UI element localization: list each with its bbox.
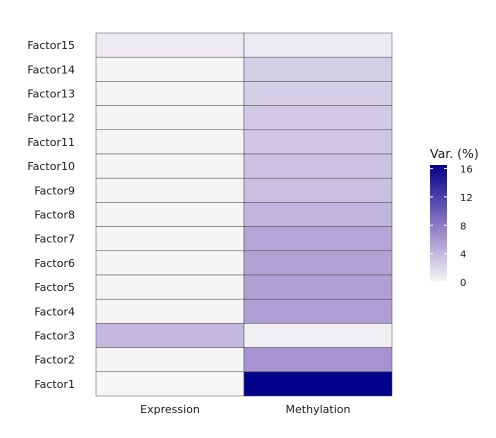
heatmap-cell-factor5-expression [95, 274, 245, 300]
legend-title: Var. (%) [430, 146, 479, 161]
legend-colorbar [430, 165, 447, 282]
heatmap-cell-factor13-expression [95, 81, 245, 106]
legend-tick-label: 4 [460, 250, 466, 261]
legend-tick-label: 8 [460, 221, 466, 232]
y-tick-label: Factor14 [27, 63, 75, 76]
heatmap-cell-factor11-expression [95, 129, 245, 155]
y-tick-label: Factor5 [34, 281, 75, 294]
heatmap-cell-factor4-methylation [243, 298, 393, 324]
heatmap-cell-factor3-expression [95, 323, 245, 348]
heatmap-cell-factor6-methylation [243, 250, 393, 276]
heatmap-cell-factor8-expression [95, 202, 245, 227]
heatmap-cell-factor2-expression [95, 347, 245, 373]
heatmap-cell-factor4-expression [95, 298, 245, 324]
heatmap-cell-factor7-expression [95, 226, 245, 252]
heatmap-cell-factor14-expression [95, 56, 245, 82]
heatmap-cell-factor14-methylation [243, 56, 393, 82]
legend-tick-label: 0 [460, 278, 466, 289]
heatmap-cells [95, 32, 393, 397]
heatmap-cell-factor10-methylation [243, 153, 393, 179]
heatmap-cell-factor2-methylation [243, 347, 393, 373]
y-tick-label: Factor9 [34, 184, 75, 197]
y-tick-label: Factor15 [27, 39, 75, 52]
y-tick-label: Factor1 [34, 378, 75, 391]
heatmap-cell-factor11-methylation [243, 129, 393, 155]
y-tick-label: Factor13 [27, 88, 75, 101]
y-tick-label: Factor12 [27, 112, 75, 125]
y-tick-label: Factor4 [34, 305, 75, 318]
x-tick-label: Expression [140, 403, 200, 416]
legend-tick-label: 16 [460, 165, 473, 176]
x-axis-labels: Expression Methylation [140, 403, 350, 416]
heatmap-cell-factor9-expression [95, 177, 245, 203]
heatmap-cell-factor1-methylation [243, 371, 393, 397]
heatmap-cell-factor12-expression [95, 105, 245, 131]
y-tick-label: Factor2 [34, 354, 75, 367]
heatmap-cell-factor8-methylation [243, 202, 393, 227]
heatmap-cell-factor15-methylation [243, 32, 393, 58]
y-tick-label: Factor11 [27, 136, 75, 149]
x-tick-label: Methylation [286, 403, 351, 416]
heatmap-cell-factor7-methylation [243, 226, 393, 252]
y-tick-label: Factor3 [34, 330, 75, 343]
heatmap-cell-factor9-methylation [243, 177, 393, 203]
y-tick-label: Factor10 [27, 160, 75, 173]
heatmap-cell-factor3-methylation [243, 323, 393, 348]
heatmap-cell-factor6-expression [95, 250, 245, 276]
heatmap-cell-factor1-expression [95, 371, 245, 397]
heatmap-cell-factor13-methylation [243, 81, 393, 106]
heatmap-cell-factor15-expression [95, 32, 245, 58]
legend-tick-label: 12 [460, 193, 473, 204]
heatmap-cell-factor10-expression [95, 153, 245, 179]
y-axis-labels: Factor15 Factor14 Factor13 Factor12 Factor11… [27, 39, 75, 391]
y-tick-label: Factor8 [34, 209, 75, 222]
y-tick-label: Factor7 [34, 233, 75, 246]
legend-ticks: 16 12 8 4 0 [430, 165, 473, 289]
color-legend: Var. (%) 16 12 8 4 0 [430, 146, 479, 289]
heatmap-cell-factor12-methylation [243, 105, 393, 131]
y-tick-label: Factor6 [34, 257, 75, 270]
heatmap-cell-factor5-methylation [243, 274, 393, 300]
